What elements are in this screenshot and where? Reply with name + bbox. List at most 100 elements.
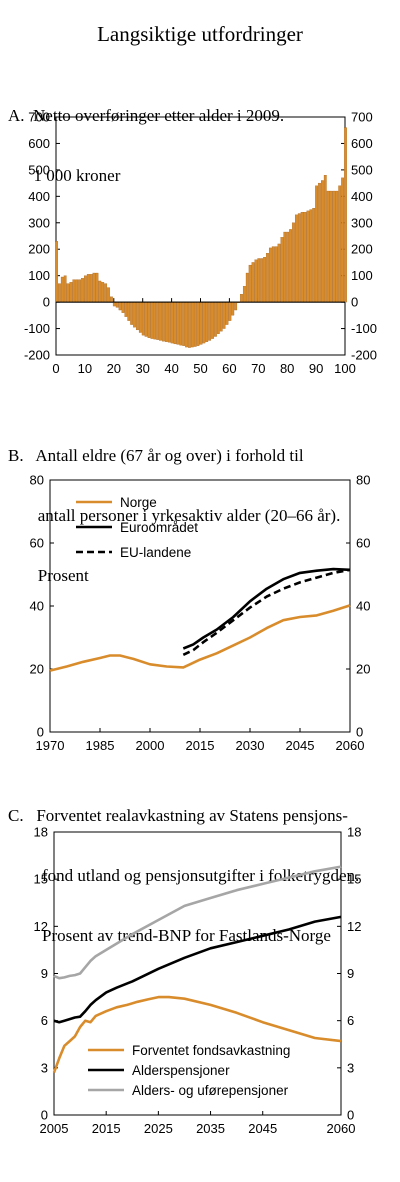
bar: [216, 301, 220, 334]
x-tick-label: 2025: [144, 1121, 173, 1136]
bar: [63, 275, 67, 303]
y-tick-label-left: 9: [41, 966, 48, 981]
y-tick-label-right: 500: [351, 162, 373, 177]
bar: [179, 301, 183, 346]
y-tick-label-right: 6: [347, 1013, 354, 1028]
y-tick-label-left: 80: [30, 473, 44, 488]
bar: [112, 301, 116, 307]
x-tick-label: 10: [78, 361, 92, 376]
bar: [150, 301, 154, 339]
y-tick-label-right: 18: [347, 825, 361, 840]
bar: [315, 185, 318, 303]
bar: [312, 208, 316, 303]
bar: [254, 259, 258, 303]
x-tick-label: 40: [164, 361, 178, 376]
x-tick-label: 60: [222, 361, 236, 376]
panel-b-title: B. Antall eldre (67 år og over) i forhol…: [8, 406, 340, 606]
y-tick-label-left: 600: [28, 136, 50, 151]
bar: [167, 301, 171, 343]
x-tick-label: 1985: [86, 738, 115, 753]
legend-label: Forventet fondsavkastning: [132, 1043, 290, 1058]
bar: [318, 182, 321, 303]
bar: [202, 301, 206, 344]
y-tick-label-right: 700: [351, 110, 373, 125]
bar: [326, 190, 330, 303]
bar: [185, 301, 188, 348]
bar: [133, 301, 136, 328]
series-line-alders-og-uførepensjoner: [53, 865, 342, 980]
bar: [121, 301, 125, 313]
y-tick-label-left: 0: [41, 1108, 48, 1123]
y-tick-label-left: 0: [37, 725, 44, 740]
bar: [141, 301, 145, 336]
x-tick-label: 0: [52, 361, 59, 376]
y-tick-label-left: 12: [34, 919, 48, 934]
y-tick-label-left: 700: [28, 110, 50, 125]
panel-b-title-line-2: antall personer i yrkesaktiv alder (20–6…: [8, 506, 341, 525]
bar: [266, 253, 269, 303]
bar: [208, 301, 212, 341]
y-tick-label-right: 200: [351, 242, 373, 257]
x-tick-label: 2045: [248, 1121, 277, 1136]
bar: [72, 279, 76, 303]
panel-c-title-line-1: C. Forventet realavkastning av Statens p…: [8, 806, 348, 825]
x-tick-label: 2015: [186, 738, 215, 753]
x-tick-label: 2015: [92, 1121, 121, 1136]
x-tick-label: 20: [107, 361, 121, 376]
bar: [193, 301, 197, 347]
bar: [329, 190, 333, 303]
series-line-alderspensjoner: [53, 915, 342, 1024]
bar: [248, 264, 252, 303]
bar: [294, 214, 298, 303]
y-tick-label-right: 400: [351, 189, 373, 204]
bar: [332, 190, 336, 303]
y-tick-label-right: 3: [347, 1060, 354, 1075]
bar: [81, 278, 84, 303]
bar: [199, 301, 203, 345]
y-tick-label-left: -200: [24, 348, 50, 363]
panel-c-title: C. Forventet realavkastning av Statens p…: [8, 766, 359, 966]
y-tick-label-left: 0: [43, 295, 50, 310]
y-tick-label-left: 100: [28, 268, 50, 283]
bar: [78, 279, 81, 303]
bar: [55, 241, 58, 303]
bar: [95, 272, 99, 303]
bar: [260, 258, 264, 303]
bar: [104, 283, 108, 303]
bar: [225, 301, 229, 325]
bar: [283, 231, 287, 303]
page-title: Langsiktige utfordringer: [97, 22, 303, 46]
bar: [110, 296, 113, 303]
bar: [107, 287, 110, 303]
bar: [136, 301, 139, 331]
y-tick-label-right: 100: [351, 268, 373, 283]
bar: [292, 222, 295, 303]
bar: [344, 127, 347, 303]
y-tick-label-left: 3: [41, 1060, 48, 1075]
bar: [58, 283, 61, 303]
bar: [153, 301, 157, 340]
x-tick-label: 2060: [327, 1121, 356, 1136]
series-line-forventet-fondsavkastning: [52, 995, 342, 1074]
y-tick-label-right: 9: [347, 966, 354, 981]
panel-a-title-line-1: A. Netto overføringer etter alder i 2009…: [8, 106, 285, 125]
x-tick-label: 100: [334, 361, 356, 376]
y-tick-label-right: 12: [347, 919, 361, 934]
legend-label: EU-landene: [120, 545, 191, 560]
bar: [257, 258, 261, 303]
bar: [306, 210, 310, 303]
plot-frame: [49, 479, 351, 733]
bar: [144, 301, 148, 337]
x-tick-label: 2035: [196, 1121, 225, 1136]
y-tick-label-right: 0: [351, 295, 358, 310]
bar: [205, 301, 209, 342]
series-line-euroområdet: [182, 567, 351, 650]
bar: [211, 301, 214, 339]
x-tick-label: 1970: [36, 738, 65, 753]
bar: [84, 275, 87, 303]
bar: [242, 286, 246, 303]
x-tick-label: 2000: [136, 738, 165, 753]
y-tick-label-left: 6: [41, 1013, 48, 1028]
x-tick-label: 50: [193, 361, 207, 376]
legend-label: Alderspensjoner: [132, 1063, 230, 1078]
